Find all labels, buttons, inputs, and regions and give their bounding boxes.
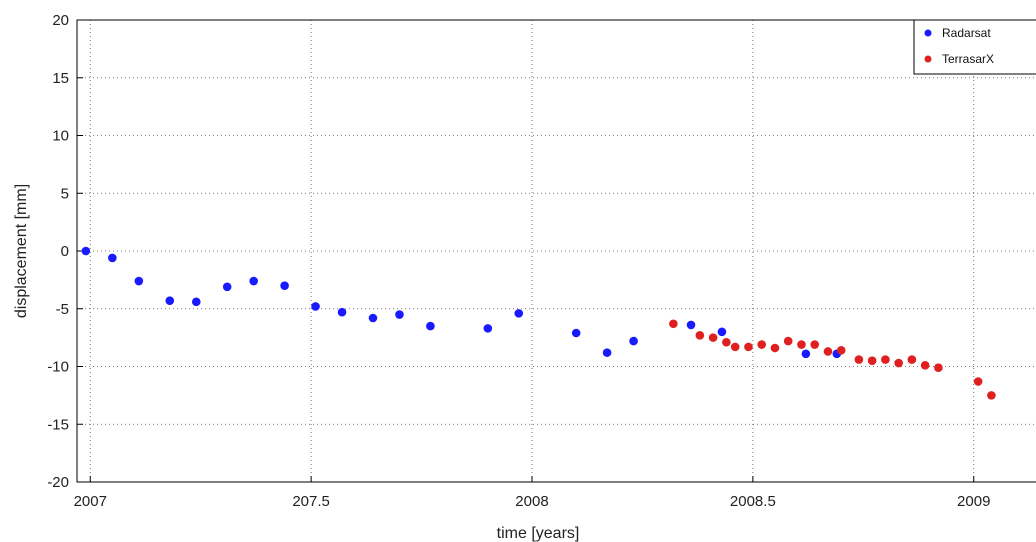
point-terrasarx: [722, 337, 731, 347]
point-radarsat: [311, 302, 320, 311]
y-axis-title: displacement [mm]: [13, 184, 30, 318]
point-terrasarx: [810, 340, 820, 349]
y-tick-label: -15: [47, 416, 69, 433]
point-terrasarx: [708, 333, 718, 342]
point-radarsat: [483, 324, 493, 333]
x-tick-label: 2008.5: [730, 493, 776, 510]
point-radarsat: [571, 328, 581, 338]
y-tick-label: 20: [52, 12, 69, 29]
point-radarsat: [108, 253, 117, 263]
point-radarsat: [514, 309, 524, 318]
point-terrasarx: [881, 355, 890, 364]
point-terrasarx: [867, 356, 877, 366]
y-tick-label: 15: [52, 70, 69, 87]
point-radarsat: [395, 310, 404, 319]
point-terrasarx: [836, 346, 846, 355]
point-terrasarx: [695, 331, 705, 340]
point-radarsat: [801, 349, 811, 359]
y-tick-label: -5: [56, 301, 69, 318]
y-tick-label: -10: [47, 359, 69, 376]
legend-label-terrasarx: TerrasarX: [942, 52, 994, 66]
point-terrasarx: [934, 363, 943, 372]
point-radarsat: [249, 276, 258, 286]
x-axis-title: time [years]: [497, 525, 580, 542]
point-terrasarx: [823, 347, 833, 356]
point-terrasarx: [783, 336, 793, 346]
point-terrasarx: [744, 342, 753, 352]
point-terrasarx: [730, 342, 740, 352]
legend-box: [913, 19, 1036, 75]
point-radarsat: [629, 336, 638, 346]
point-terrasarx: [907, 355, 917, 364]
point-radarsat: [368, 313, 378, 323]
legend: Radarsat TerrasarX: [913, 19, 1036, 75]
y-tick-label: 0: [61, 243, 69, 260]
y-tick-label: 10: [52, 128, 69, 145]
x-tick-label: 207.5: [292, 493, 330, 510]
legend-marker-terrasarx: [924, 55, 932, 63]
data-points: [81, 246, 996, 400]
point-terrasarx: [797, 340, 806, 349]
legend-marker-radarsat: [924, 29, 932, 37]
point-terrasarx: [669, 319, 678, 329]
point-radarsat: [717, 327, 727, 337]
point-radarsat: [134, 276, 144, 286]
point-terrasarx: [854, 355, 864, 364]
point-radarsat: [280, 281, 289, 290]
point-radarsat: [426, 321, 435, 331]
point-terrasarx: [973, 377, 983, 386]
x-tick-label: 2009: [957, 493, 990, 510]
grid: [77, 20, 1036, 482]
point-terrasarx: [894, 358, 903, 368]
point-radarsat: [602, 348, 612, 357]
legend-label-radarsat: Radarsat: [942, 26, 991, 40]
point-terrasarx: [770, 343, 780, 353]
point-radarsat: [337, 307, 347, 317]
x-tick-label: 2007: [74, 493, 107, 510]
y-tick-label: -20: [47, 474, 69, 491]
point-radarsat: [686, 320, 696, 330]
plot-area: [76, 19, 1036, 483]
point-terrasarx: [920, 361, 930, 370]
point-radarsat: [191, 297, 201, 307]
point-radarsat: [222, 282, 232, 292]
x-tick-label: 2008: [515, 493, 548, 510]
point-terrasarx: [757, 340, 767, 349]
y-tick-label: 5: [61, 185, 69, 202]
axis-ticks: -20 -15 -10 -5 0 5 10 15 20 2007 207.5 2008 2008.5 20…: [47, 12, 990, 510]
point-radarsat: [81, 246, 91, 256]
point-terrasarx: [987, 391, 996, 400]
point-radarsat: [165, 296, 175, 305]
